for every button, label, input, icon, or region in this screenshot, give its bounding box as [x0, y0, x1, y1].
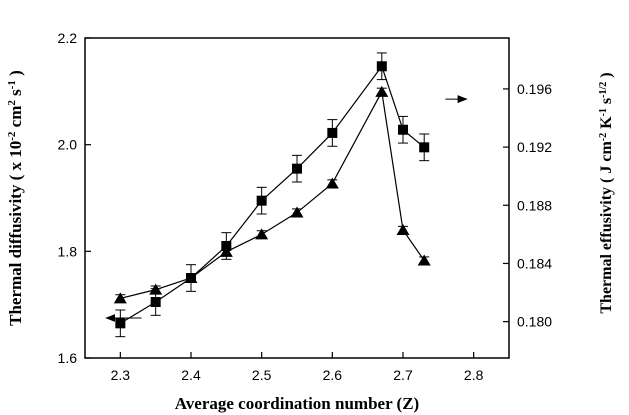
x-axis-title: Average coordination number (Z): [175, 394, 419, 413]
data-point-square: [398, 124, 408, 135]
data-point-triangle: [113, 292, 127, 304]
data-point-triangle: [290, 206, 304, 218]
series-triangle-markers: [113, 85, 431, 304]
data-point-triangle: [417, 254, 431, 266]
series-line: [120, 64, 425, 324]
x-tick-label: 2.7: [393, 367, 413, 383]
left-y-axis-ticks: 1.6 1.8 2.0 2.2: [58, 30, 91, 366]
x-tick-label: 2.8: [464, 367, 484, 383]
data-point-triangle: [396, 224, 410, 235]
right-y-axis-title: Thermal effusivity ( J cm-2 K-1 s-1/2 ): [598, 72, 616, 313]
data-point-triangle: [325, 177, 339, 189]
plot-frame: [84, 37, 510, 359]
data-point-triangle: [375, 85, 389, 97]
data-point-square: [256, 195, 267, 206]
x-tick-label: 2.4: [181, 367, 201, 383]
data-point-square: [376, 61, 387, 72]
x-axis-ticks: 2.3 2.4 2.5 2.6 2.7 2.8: [111, 352, 484, 383]
left-y-tick-label: 2.2: [58, 30, 78, 46]
x-tick-label: 2.5: [252, 367, 272, 383]
left-y-tick-label: 1.6: [58, 350, 78, 366]
series-square-markers: [115, 52, 430, 338]
left-y-tick-label: 2.0: [58, 137, 78, 153]
annotation-arrows: [105, 95, 468, 322]
x-tick-label: 2.3: [111, 367, 131, 383]
data-point-triangle: [184, 272, 198, 283]
data-point-square: [115, 318, 126, 329]
right-y-axis-ticks: 0.180 0.184 0.188 0.192 0.196: [503, 81, 552, 330]
data-point-square: [327, 127, 338, 138]
data-point-square: [150, 297, 161, 307]
x-tick-label: 2.6: [323, 367, 343, 383]
data-point-triangle: [149, 283, 163, 295]
data-point-triangle: [255, 228, 269, 240]
right-y-tick-label: 0.196: [517, 81, 552, 97]
data-point-square: [419, 142, 430, 153]
right-y-tick-label: 0.184: [517, 255, 552, 271]
right-y-tick-label: 0.180: [517, 314, 552, 330]
data-point-square: [292, 163, 302, 174]
left-y-axis-title: Thermal diffusivity ( x 10-2 cm2 s-1 ): [6, 70, 25, 326]
series-line: [120, 89, 425, 299]
right-y-tick-label: 0.192: [517, 139, 552, 155]
left-y-tick-label: 1.8: [58, 243, 78, 259]
data-point-triangle: [219, 245, 233, 257]
right-y-tick-label: 0.188: [517, 197, 552, 213]
